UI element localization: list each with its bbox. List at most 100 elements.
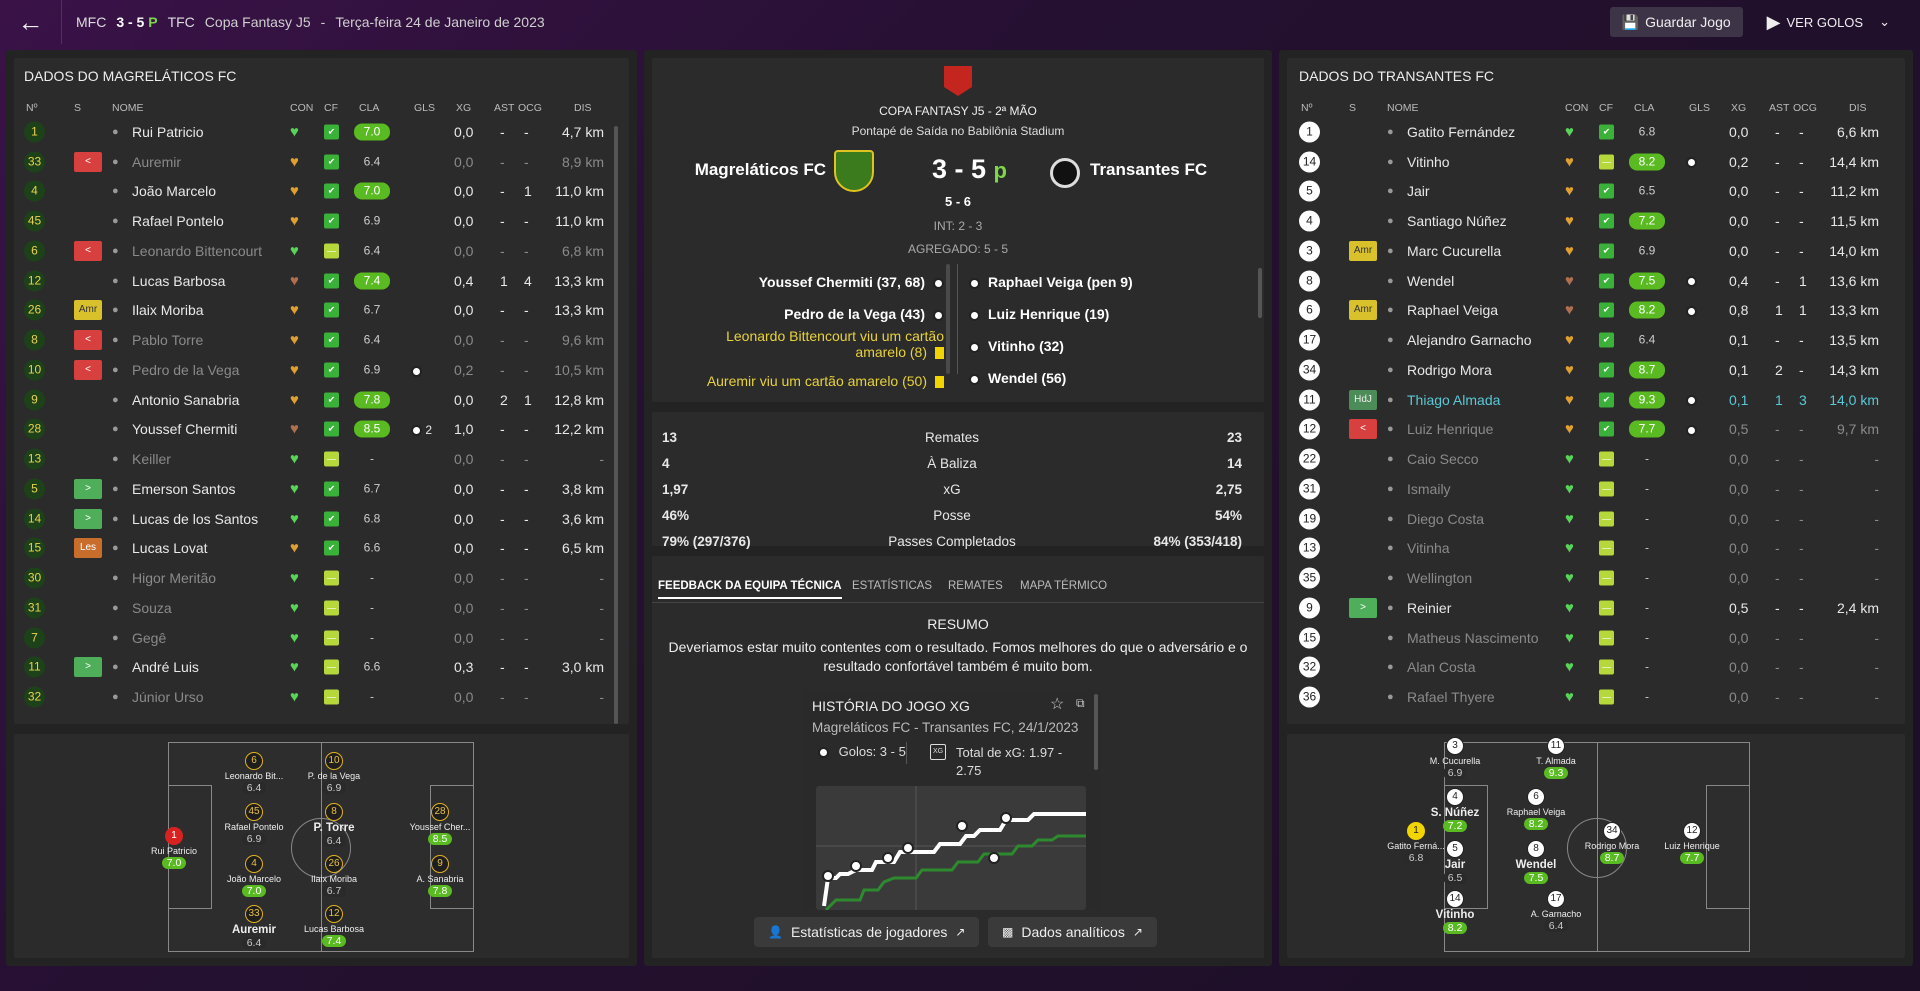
table-row[interactable]: 32 ● Júnior Urso ♥ — - 0,0 - - -: [24, 682, 624, 712]
popout-icon[interactable]: ⧉: [1076, 696, 1085, 710]
table-row[interactable]: 5 ● Jair ♥ ✔ 6.5 0,0 - - 11,2 km: [1299, 177, 1899, 207]
events-scrollbar-left[interactable]: [946, 264, 950, 374]
table-row[interactable]: 30 ● Higor Meritão ♥ — - 0,0 - - -: [24, 563, 624, 593]
table-row[interactable]: 1 ● Rui Patricio ♥ ✔ 7.0 0,0 - - 4,7 km: [24, 117, 624, 147]
player-name[interactable]: Júnior Urso: [132, 689, 204, 706]
lineup-player[interactable]: 6 Raphael Veiga 8.2: [1501, 788, 1571, 830]
away-team-name[interactable]: Transantes FC: [1090, 160, 1208, 179]
player-name[interactable]: Ismaily: [1407, 480, 1451, 497]
home-abbr[interactable]: MFC: [76, 14, 107, 30]
table-row[interactable]: 8 < ● Pablo Torre ♥ ✔ 6.4 0,0 - - 9,6 km: [24, 325, 624, 355]
away-goal-event[interactable]: Luiz Henrique (19): [969, 306, 1109, 322]
column-header-xg[interactable]: XG: [1731, 102, 1747, 114]
table-row[interactable]: 9 ● Antonio Sanabria ♥ ✔ 7.8 0,0 2 1 12,8 km: [24, 385, 624, 415]
lineup-player[interactable]: 33 Auremir 6.4: [219, 905, 289, 949]
player-name[interactable]: Lucas de los Santos: [132, 510, 259, 527]
table-row[interactable]: 12 < ● Luiz Henrique ♥ ✔ 7.7 0,5 - - 9,7 km: [1299, 415, 1899, 445]
table-row[interactable]: 13 ● Vitinha ♥ — - 0,0 - - -: [1299, 534, 1899, 564]
player-name[interactable]: Wendel: [1407, 272, 1455, 289]
player-name[interactable]: Vitinha: [1407, 540, 1450, 557]
player-name[interactable]: Luiz Henrique: [1407, 421, 1494, 438]
lineup-player[interactable]: 26 Ilaix Moriba 6.7: [299, 855, 369, 897]
player-name[interactable]: Reinier: [1407, 599, 1452, 616]
player-name[interactable]: Raphael Veiga: [1407, 302, 1499, 319]
tab-2[interactable]: ESTATÍSTICAS: [852, 580, 933, 592]
column-header-con[interactable]: CON: [1565, 102, 1589, 114]
tab-4[interactable]: MAPA TÉRMICO: [1020, 580, 1108, 592]
player-name[interactable]: Jair: [1407, 183, 1430, 200]
column-header-con[interactable]: CON: [290, 102, 314, 114]
player-name[interactable]: Lucas Lovat: [132, 540, 208, 557]
column-header-ocg[interactable]: OCG: [518, 102, 542, 114]
lineup-player[interactable]: 34 Rodrigo Mora 8.7: [1577, 822, 1647, 864]
player-name[interactable]: Ilaix Moriba: [132, 302, 204, 319]
lineup-player[interactable]: 10 P. de la Vega 6.9: [299, 752, 369, 794]
table-row[interactable]: 10 < ● Pedro de la Vega ♥ ✔ 6.9 0,2 - - 10,5 km: [24, 355, 624, 385]
save-game-button[interactable]: 💾 Guardar Jogo: [1609, 7, 1743, 37]
lineup-player[interactable]: 8 P. Torre 6.4: [299, 803, 369, 847]
player-name[interactable]: Rui Patricio: [132, 123, 204, 140]
home-card-event[interactable]: Leonardo Bittencourt viu um cartão amare…: [694, 328, 944, 360]
lineup-player[interactable]: 28 Youssef Cher... 8.5: [405, 803, 475, 845]
player-name[interactable]: Souza: [132, 599, 172, 616]
table-row[interactable]: 11 > ● André Luis ♥ — 6.6 0,3 - - 3,0 km: [24, 653, 624, 683]
table-row[interactable]: 13 ● Keiller ♥ — - 0,0 - - -: [24, 444, 624, 474]
player-name[interactable]: Vitinho: [1407, 153, 1450, 170]
lineup-player[interactable]: 45 Rafael Pontelo 6.9: [219, 803, 289, 845]
home-goal-event[interactable]: Youssef Chermiti (37, 68): [759, 274, 944, 290]
lineup-player[interactable]: 1 Gatito Ferná... 6.8: [1381, 822, 1451, 864]
player-name[interactable]: Gegê: [132, 629, 167, 646]
player-name[interactable]: Gatito Fernández: [1407, 123, 1516, 140]
analytics-button[interactable]: ▩ Dados analíticos ↗: [988, 917, 1157, 947]
back-arrow-icon[interactable]: ←: [0, 0, 62, 44]
table-row[interactable]: 31 ● Ismaily ♥ — - 0,0 - - -: [1299, 474, 1899, 504]
player-name[interactable]: Leonardo Bittencourt: [132, 242, 262, 259]
events-scrollbar-right[interactable]: [1258, 268, 1262, 318]
away-goal-event[interactable]: Wendel (56): [969, 370, 1066, 386]
player-name[interactable]: Diego Costa: [1407, 510, 1485, 527]
column-header-cla[interactable]: CLA: [359, 102, 380, 114]
away-goal-event[interactable]: Vitinho (32): [969, 338, 1064, 354]
lineup-player[interactable]: 12 Luiz Henrique 7.7: [1657, 822, 1727, 864]
view-goals-button[interactable]: ▶ VER GOLOS ⌄: [1755, 7, 1902, 37]
column-header-s[interactable]: S: [1349, 102, 1357, 114]
column-header-dis[interactable]: DIS: [1849, 102, 1867, 114]
table-row[interactable]: 4 ● João Marcelo ♥ ✔ 7.0 0,0 - 1 11,0 km: [24, 177, 624, 207]
table-row[interactable]: 9 > ● Reinier ♥ — - 0,5 - - 2,4 km: [1299, 593, 1899, 623]
column-header-name[interactable]: NOME: [1387, 102, 1419, 114]
table-row[interactable]: 6 Amr ● Raphael Veiga ♥ ✔ 8.2 0,8 1 1 13,3 km: [1299, 296, 1899, 326]
column-header-no[interactable]: Nº: [1301, 102, 1313, 114]
tab-1[interactable]: FEEDBACK DA EQUIPA TÉCNICA: [658, 580, 842, 599]
column-header-cla[interactable]: CLA: [1634, 102, 1655, 114]
table-row[interactable]: 15 Les ● Lucas Lovat ♥ ✔ 6.6 0,0 - - 6,5 km: [24, 534, 624, 564]
player-name[interactable]: Wellington: [1407, 570, 1473, 587]
player-name[interactable]: Santiago Núñez: [1407, 213, 1507, 230]
table-row[interactable]: 22 ● Caio Secco ♥ — - 0,0 - - -: [1299, 444, 1899, 474]
player-name[interactable]: João Marcelo: [132, 183, 217, 200]
home-goal-event[interactable]: Pedro de la Vega (43): [784, 306, 944, 322]
table-row[interactable]: 14 > ● Lucas de los Santos ♥ ✔ 6.8 0,0 - - 3,6 km: [24, 504, 624, 534]
player-name[interactable]: Alan Costa: [1407, 659, 1476, 676]
lineup-player[interactable]: 17 A. Garnacho 6.4: [1521, 890, 1591, 932]
player-name[interactable]: Auremir: [132, 153, 182, 170]
competition-name[interactable]: Copa Fantasy J5: [204, 14, 311, 30]
player-name[interactable]: Pablo Torre: [132, 332, 204, 349]
away-goal-event[interactable]: Raphael Veiga (pen 9): [969, 274, 1133, 290]
player-name[interactable]: Caio Secco: [1407, 451, 1479, 468]
column-header-no[interactable]: Nº: [26, 102, 38, 114]
tab-3[interactable]: REMATES: [948, 580, 1003, 592]
column-header-ast[interactable]: AST: [494, 102, 515, 114]
player-name[interactable]: Thiago Almada: [1407, 391, 1501, 408]
column-header-name[interactable]: NOME: [112, 102, 144, 114]
table-row[interactable]: 36 ● Rafael Thyere ♥ — - 0,0 - - -: [1299, 682, 1899, 712]
lineup-player[interactable]: 4 S. Núñez 7.2: [1420, 788, 1490, 832]
lineup-player[interactable]: 6 Leonardo Bit... 6.4: [219, 752, 289, 794]
column-header-cf[interactable]: CF: [1599, 102, 1613, 114]
lineup-player[interactable]: 4 João Marcelo 7.0: [219, 855, 289, 897]
table-row[interactable]: 31 ● Souza ♥ — - 0,0 - - -: [24, 593, 624, 623]
home-scrollbar[interactable]: [614, 126, 618, 724]
column-header-ast[interactable]: AST: [1769, 102, 1790, 114]
player-name[interactable]: Rodrigo Mora: [1407, 361, 1492, 378]
table-row[interactable]: 7 ● Gegê ♥ — - 0,0 - - -: [24, 623, 624, 653]
table-row[interactable]: 5 > ● Emerson Santos ♥ ✔ 6.7 0,0 - - 3,8 km: [24, 474, 624, 504]
